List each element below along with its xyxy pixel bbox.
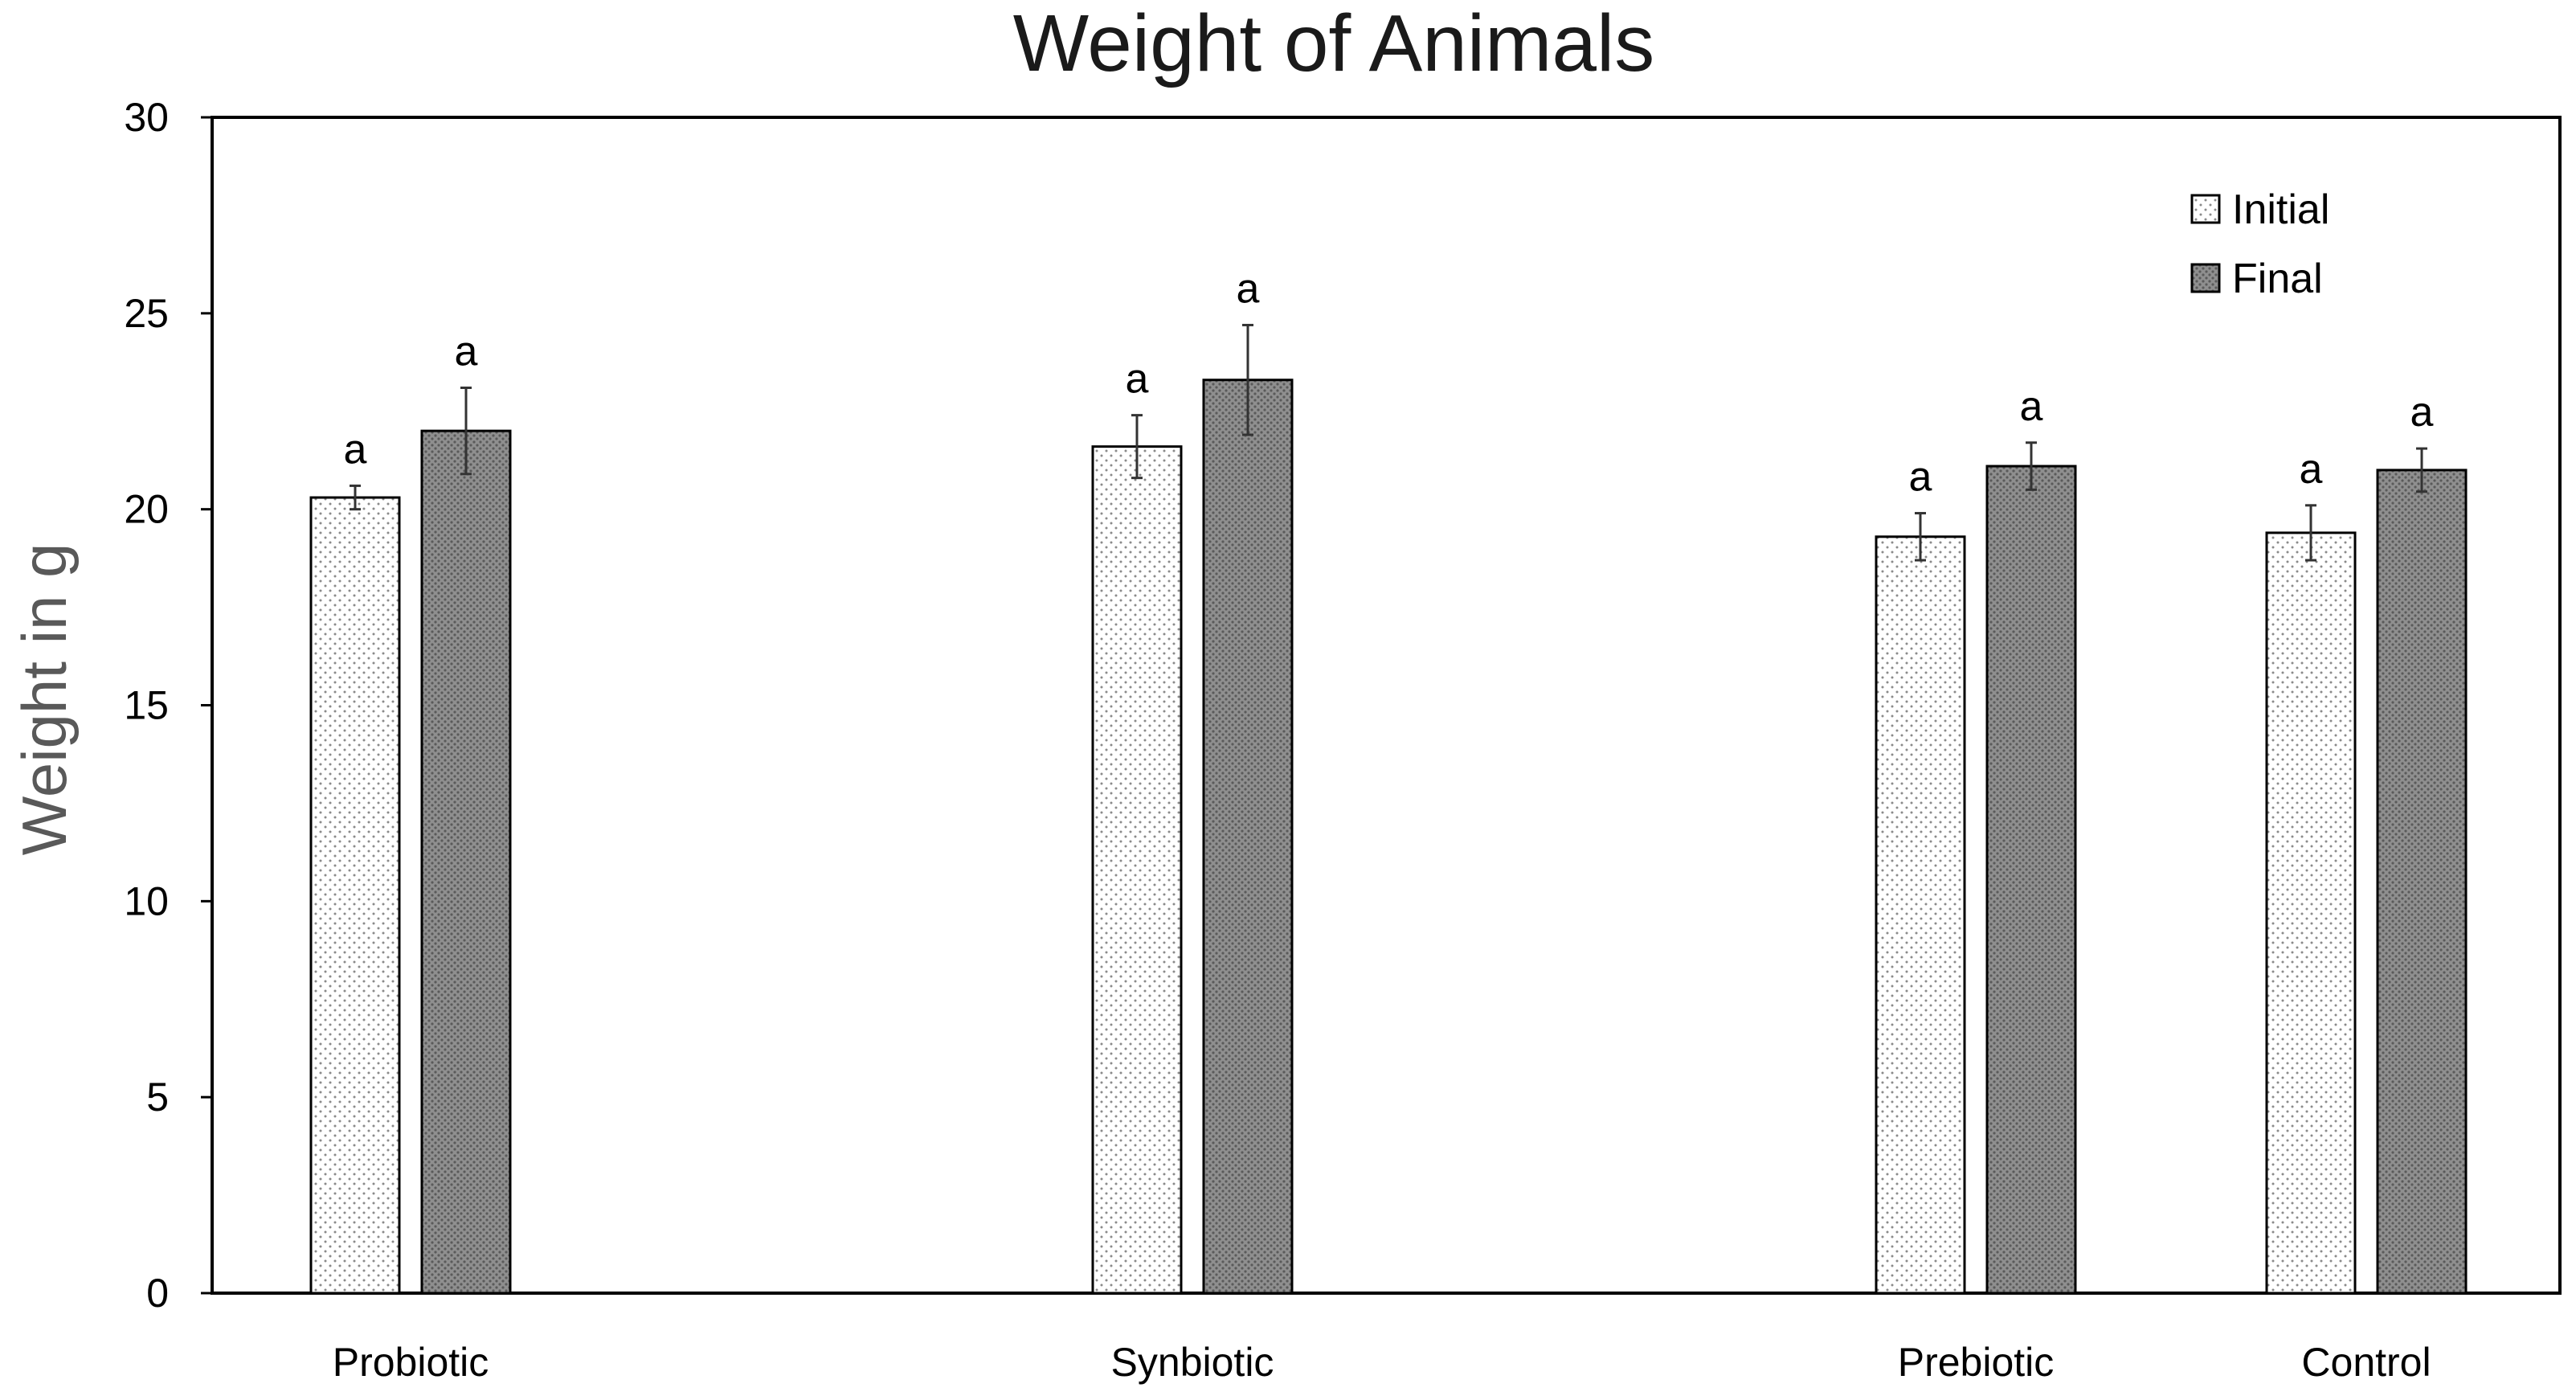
significance-letter: a <box>2020 383 2043 430</box>
significance-letter: a <box>1909 454 1932 501</box>
bar-initial-control <box>2265 531 2357 1295</box>
x-tick-label: Synbiotic <box>1111 1340 1274 1385</box>
significance-letter: a <box>2300 446 2323 493</box>
y-tick-label: 0 <box>146 1271 169 1316</box>
y-tick-label: 5 <box>146 1075 169 1120</box>
x-tick-label: Probiotic <box>333 1340 489 1385</box>
significance-letter: a <box>2410 389 2434 436</box>
significance-letter: a <box>455 328 478 375</box>
bar-final-probiotic <box>420 429 512 1295</box>
plot-area-frame <box>211 116 2562 1295</box>
chart-title: Weight of Animals <box>1013 0 1655 88</box>
bar-final-control <box>2376 469 2468 1295</box>
y-tick-label: 15 <box>124 683 169 728</box>
x-tick-label: Prebiotic <box>1898 1340 2055 1385</box>
y-axis-label: Weight in g <box>9 543 80 856</box>
legend-label-initial: Initial <box>2232 186 2329 233</box>
x-tick-label: Control <box>2301 1340 2431 1385</box>
bar-final-prebiotic <box>1985 465 2077 1295</box>
legend-swatch-final <box>2190 263 2221 293</box>
chart-marks: 0 5 10 15 20 25 30 a a Probiotic a a Synbiotic a a Preb… <box>124 95 2468 1385</box>
legend-label-final: Final <box>2232 256 2323 302</box>
bar-initial-prebiotic <box>1875 535 1966 1295</box>
y-tick-label: 20 <box>124 487 169 532</box>
y-tick-label: 25 <box>124 291 169 336</box>
bar-initial-synbiotic <box>1091 445 1183 1295</box>
significance-letter: a <box>344 426 367 473</box>
bar-final-synbiotic <box>1202 379 1294 1295</box>
y-tick-label: 30 <box>124 95 169 140</box>
significance-letter: a <box>1126 356 1149 403</box>
bar-initial-probiotic <box>309 496 401 1295</box>
significance-letter: a <box>1237 265 1260 312</box>
legend-swatch-initial <box>2190 194 2221 224</box>
y-tick-label: 10 <box>124 878 169 923</box>
